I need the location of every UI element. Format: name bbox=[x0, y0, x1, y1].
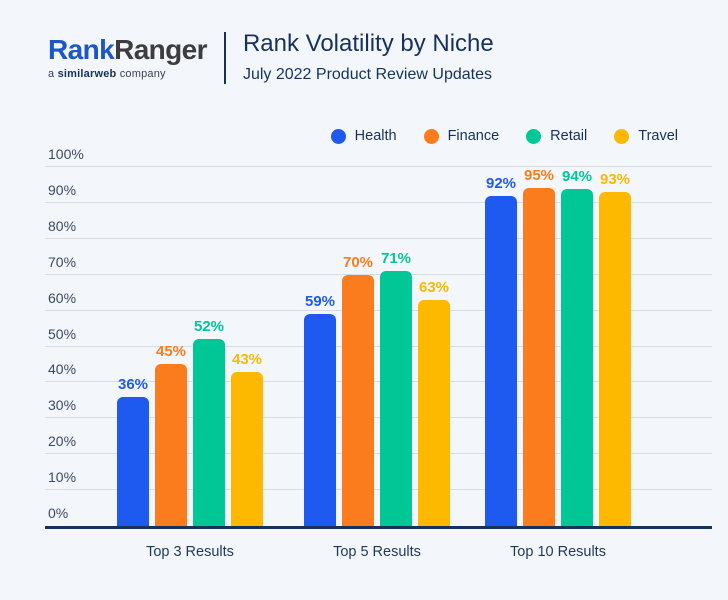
bar-value-label: 59% bbox=[304, 293, 336, 311]
bar-health-g2 bbox=[304, 314, 336, 526]
legend-item-retail: Retail bbox=[526, 128, 587, 144]
y-axis-label-60: 60% bbox=[48, 289, 77, 306]
logo-text-ranger: Ranger bbox=[114, 34, 207, 65]
gridline-30 bbox=[45, 417, 712, 419]
bar-wrap-finance-g1: 45% bbox=[155, 167, 187, 526]
legend-dot-icon bbox=[526, 128, 542, 144]
page-subtitle: July 2022 Product Review Updates bbox=[242, 66, 492, 84]
legend-dot-icon bbox=[330, 128, 346, 144]
bar-value-label: 36% bbox=[117, 375, 149, 393]
bar-value-label: 70% bbox=[342, 253, 374, 271]
title-block: Rank Volatility by Niche July 2022 Produ… bbox=[242, 30, 494, 84]
bar-health-g1 bbox=[117, 396, 149, 526]
gridline-20 bbox=[45, 453, 712, 455]
gridline-10 bbox=[45, 489, 712, 491]
bar-group-2: 59% 70% 71% 63% bbox=[304, 167, 450, 526]
bar-finance-g3 bbox=[523, 188, 555, 526]
bar-wrap-travel-g1: 43% bbox=[231, 167, 263, 526]
header: RankRanger a similarweb company Rank Vol… bbox=[48, 30, 494, 85]
gridline-100 bbox=[45, 166, 712, 167]
bar-finance-g1 bbox=[155, 364, 187, 526]
legend-dot-icon bbox=[423, 128, 439, 144]
bar-chart-plot: 0% 10% 20% 30% 40% 50% 60% 70% 80% 90% 100% 36% 45% 5… bbox=[45, 146, 712, 529]
bar-wrap-retail-g2: 71% bbox=[380, 167, 412, 526]
gridline-80 bbox=[45, 237, 712, 239]
y-axis-label-90: 90% bbox=[48, 181, 77, 198]
y-axis-label-80: 80% bbox=[48, 217, 77, 234]
gridline-50 bbox=[45, 345, 712, 347]
legend-label: Finance bbox=[447, 128, 500, 144]
x-axis-labels: Top 3 Results Top 5 Results Top 10 Results bbox=[45, 544, 712, 566]
bar-wrap-health-g3: 92% bbox=[485, 167, 517, 526]
legend-dot-icon bbox=[614, 128, 630, 144]
bar-retail-g1 bbox=[193, 339, 225, 526]
header-divider bbox=[223, 32, 226, 85]
bar-wrap-health-g2: 59% bbox=[304, 167, 336, 526]
bar-health-g3 bbox=[485, 195, 517, 526]
bar-wrap-health-g1: 36% bbox=[117, 167, 149, 526]
legend-label: Retail bbox=[550, 128, 588, 144]
bar-wrap-finance-g3: 95% bbox=[523, 167, 555, 526]
y-axis-label-20: 20% bbox=[48, 433, 77, 450]
x-axis-label-2: Top 5 Results bbox=[333, 544, 421, 560]
bar-value-label: 92% bbox=[485, 174, 517, 192]
bar-group-3: 92% 95% 94% 93% bbox=[485, 167, 631, 526]
gridline-70 bbox=[45, 273, 712, 275]
bar-value-label: 63% bbox=[418, 278, 450, 296]
gridline-90 bbox=[45, 201, 712, 203]
bar-travel-g2 bbox=[418, 299, 450, 526]
bar-retail-g3 bbox=[561, 188, 593, 526]
bar-value-label: 45% bbox=[155, 343, 187, 361]
legend-item-finance: Finance bbox=[423, 128, 500, 144]
y-axis-label-100: 100% bbox=[48, 146, 84, 162]
logo-wordmark: RankRanger bbox=[48, 31, 208, 65]
gridline-40 bbox=[45, 381, 712, 383]
x-axis-label-1: Top 3 Results bbox=[146, 544, 234, 560]
bar-wrap-retail-g3: 94% bbox=[561, 167, 593, 526]
logo-tagline-prefix: a bbox=[48, 68, 55, 80]
page-title: Rank Volatility by Niche bbox=[242, 30, 494, 57]
y-axis-label-70: 70% bbox=[48, 253, 77, 270]
legend-item-travel: Travel bbox=[614, 128, 678, 144]
bar-wrap-travel-g2: 63% bbox=[418, 167, 450, 526]
bar-travel-g1 bbox=[231, 371, 263, 526]
logo-tagline: a similarweb company bbox=[48, 68, 207, 80]
bar-travel-g3 bbox=[599, 192, 631, 526]
logo-text-rank: Rank bbox=[48, 34, 115, 65]
bar-value-label: 71% bbox=[380, 250, 412, 268]
bar-value-label: 43% bbox=[231, 350, 263, 368]
chart-legend: Health Finance Retail Travel bbox=[330, 128, 678, 144]
bar-retail-g2 bbox=[380, 271, 412, 526]
y-axis-label-0: 0% bbox=[48, 505, 69, 521]
x-axis-label-3: Top 10 Results bbox=[510, 544, 606, 560]
bar-finance-g2 bbox=[342, 274, 374, 526]
logo-tagline-suffix: company bbox=[119, 68, 166, 80]
y-axis-label-50: 50% bbox=[48, 325, 77, 342]
legend-item-health: Health bbox=[330, 128, 397, 144]
y-axis-label-40: 40% bbox=[48, 361, 77, 378]
bar-value-label: 95% bbox=[523, 167, 555, 184]
rankranger-logo: RankRanger a similarweb company bbox=[48, 31, 208, 84]
legend-label: Travel bbox=[638, 128, 678, 144]
bar-group-1: 36% 45% 52% 43% bbox=[117, 167, 263, 526]
bar-wrap-travel-g3: 93% bbox=[599, 167, 631, 526]
bar-wrap-finance-g2: 70% bbox=[342, 167, 374, 526]
bar-value-label: 93% bbox=[599, 171, 631, 189]
bar-value-label: 52% bbox=[193, 318, 225, 336]
legend-label: Health bbox=[354, 128, 397, 144]
bar-wrap-retail-g1: 52% bbox=[193, 167, 225, 526]
y-axis-label-30: 30% bbox=[48, 397, 77, 414]
logo-tagline-brand: similarweb bbox=[57, 68, 117, 80]
bar-value-label: 94% bbox=[561, 167, 593, 185]
gridline-60 bbox=[45, 309, 712, 311]
y-axis-label-10: 10% bbox=[48, 469, 77, 486]
